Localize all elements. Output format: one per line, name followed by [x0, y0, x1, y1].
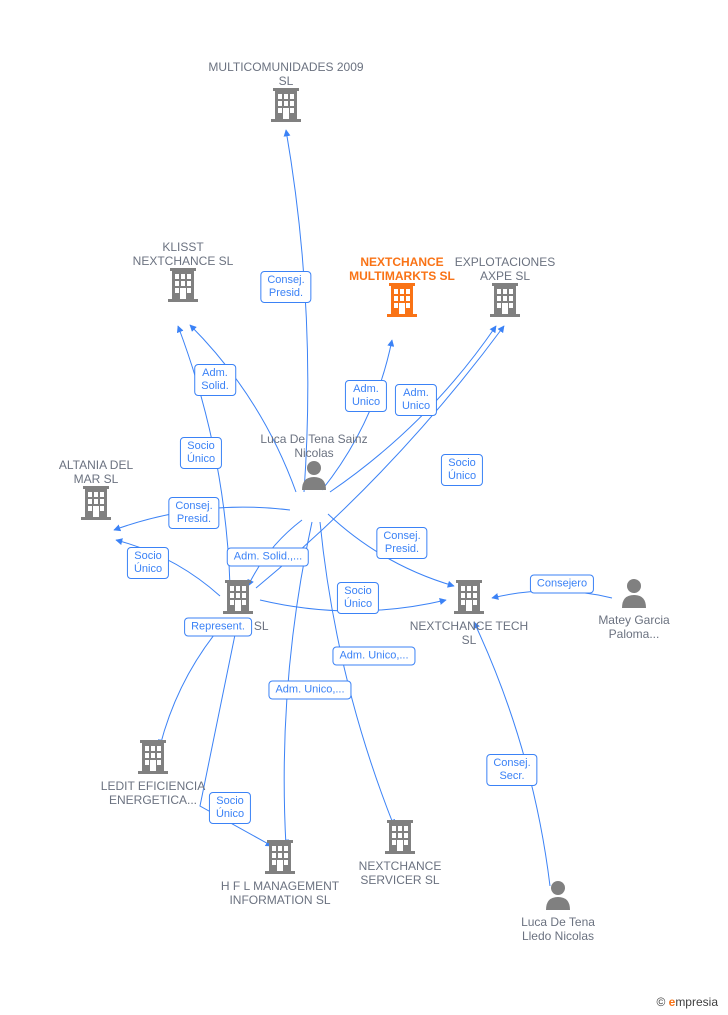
building-icon: [489, 283, 521, 317]
building-icon: [453, 580, 485, 614]
building-icon: [137, 740, 169, 774]
edge-label: Adm.Unico: [395, 384, 437, 416]
node-ledit[interactable]: LEDIT EFICIENCIA ENERGETICA...: [93, 740, 213, 807]
node-label: LEDIT EFICIENCIA ENERGETICA...: [93, 779, 213, 807]
edge-label: SocioÚnico: [180, 437, 222, 469]
edge-label: Adm.Solid.: [194, 364, 236, 396]
edge-label: Adm. Solid.,...: [227, 548, 309, 567]
node-luca_lledo[interactable]: Luca De Tena Lledo Nicolas: [508, 880, 608, 943]
node-label: Luca De Tena Lledo Nicolas: [508, 915, 608, 943]
edge-label: SocioÚnico: [441, 454, 483, 486]
node-nextchance_tech[interactable]: NEXTCHANCE TECH SL: [409, 580, 529, 647]
node-altania[interactable]: ALTANIA DEL MAR SL: [46, 458, 146, 525]
building-icon: [264, 840, 296, 874]
node-label: Matey Garcia Paloma...: [589, 613, 679, 641]
person-icon: [545, 880, 571, 910]
node-label: EXPLOTACIONES AXPE SL: [440, 255, 570, 283]
building-icon: [222, 580, 254, 614]
edge-label: Consej.Secr.: [486, 754, 537, 786]
network-diagram: MULTICOMUNIDADES 2009 SL KLISST NEXTCHAN…: [0, 0, 728, 1015]
edge-label: Consej.Presid.: [168, 497, 219, 529]
edge-label: SocioÚnico: [337, 582, 379, 614]
node-multicomunidades[interactable]: MULTICOMUNIDADES 2009 SL: [201, 60, 371, 127]
edge-label: Adm. Unico,...: [332, 647, 415, 666]
edge-label: Represent.: [184, 618, 252, 637]
node-label: KLISST NEXTCHANCE SL: [123, 240, 243, 268]
node-hfl[interactable]: H F L MANAGEMENT INFORMATION SL: [205, 840, 355, 907]
node-label: NEXTCHANCE TECH SL: [409, 619, 529, 647]
credit: © empresia: [656, 995, 718, 1009]
person-icon: [301, 460, 327, 490]
edge-label: Adm.Unico: [345, 380, 387, 412]
edge: [160, 618, 228, 746]
edge-label: SocioÚnico: [127, 547, 169, 579]
edge-label: SocioÚnico: [209, 792, 251, 824]
node-label: NEXTCHANCE SERVICER SL: [335, 859, 465, 887]
building-icon: [384, 820, 416, 854]
edge-label: Consej.Presid.: [260, 271, 311, 303]
building-icon: [80, 486, 112, 520]
node-explotaciones[interactable]: EXPLOTACIONES AXPE SL: [440, 255, 570, 322]
node-label: Luca De Tena Sainz Nicolas: [254, 432, 374, 460]
building-icon: [386, 283, 418, 317]
building-icon: [270, 88, 302, 122]
person-icon: [621, 578, 647, 608]
edge-label: Adm. Unico,...: [268, 681, 351, 700]
edge-label: Consejero: [530, 575, 594, 594]
edge: [320, 522, 394, 826]
node-matey[interactable]: Matey Garcia Paloma...: [589, 578, 679, 641]
node-label: H F L MANAGEMENT INFORMATION SL: [205, 879, 355, 907]
node-luca_sainz[interactable]: Luca De Tena Sainz Nicolas: [254, 432, 374, 495]
edge-label: Consej.Presid.: [376, 527, 427, 559]
node-servicer[interactable]: NEXTCHANCE SERVICER SL: [335, 820, 465, 887]
node-klisst[interactable]: KLISST NEXTCHANCE SL: [123, 240, 243, 307]
node-label: MULTICOMUNIDADES 2009 SL: [201, 60, 371, 88]
building-icon: [167, 268, 199, 302]
node-label: ALTANIA DEL MAR SL: [46, 458, 146, 486]
